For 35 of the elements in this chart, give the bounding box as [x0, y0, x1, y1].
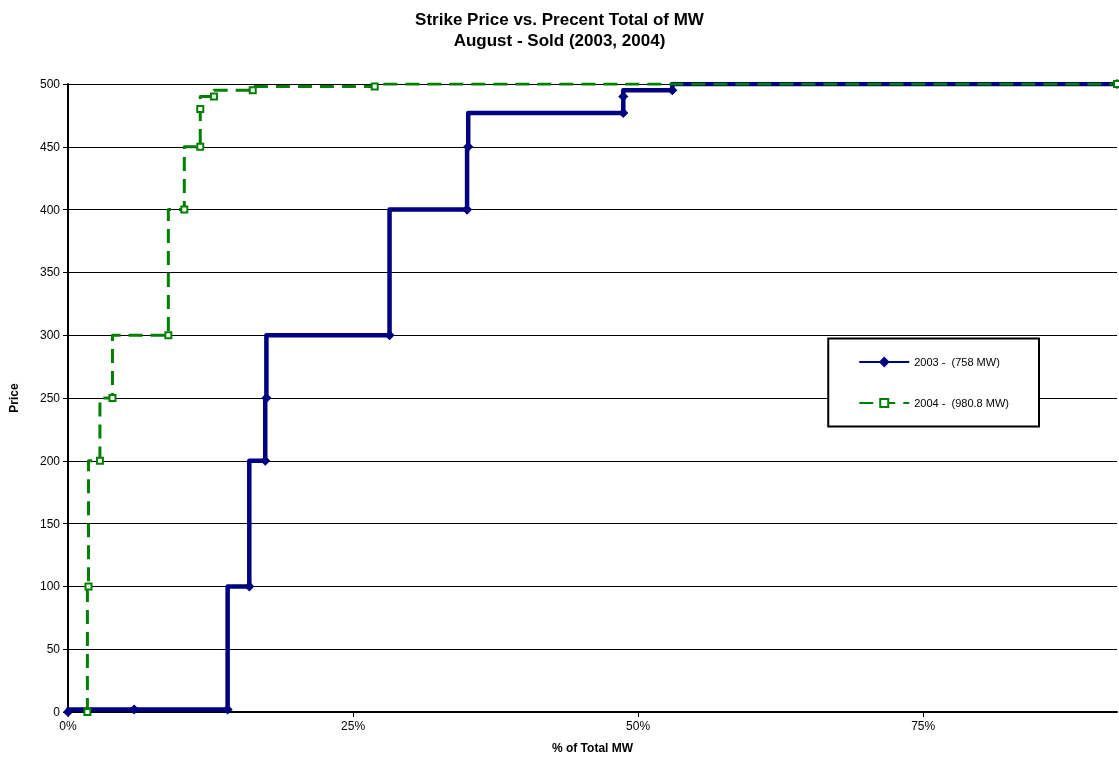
y-tick-label: 250 — [39, 391, 61, 405]
point — [463, 142, 473, 152]
y-tick-label: 50 — [46, 642, 61, 657]
point — [108, 394, 117, 402]
point — [196, 105, 205, 114]
point — [164, 331, 173, 340]
x-tick-label: 50% — [626, 719, 651, 733]
legend-label: 2004 - (980.8 MW) — [914, 397, 1010, 409]
y-tick-label: 150 — [39, 516, 61, 531]
point — [209, 92, 218, 101]
point — [95, 456, 104, 465]
y-tick-label: 350 — [39, 265, 61, 280]
x-axis-title: % of Total MW — [551, 741, 634, 755]
y-tick-label: 100 — [39, 579, 61, 594]
y-tick-label: 400 — [39, 202, 61, 217]
x-tick-label: 75% — [911, 719, 936, 733]
legend-label: 2003 - (758 MW) — [914, 356, 1000, 368]
y-tick-label: 300 — [39, 328, 61, 343]
y-axis-title: Price — [7, 383, 21, 413]
y-tick-label: 200 — [39, 453, 61, 468]
point — [196, 142, 205, 151]
point — [261, 393, 272, 403]
x-tick-label: 25% — [341, 719, 366, 733]
point — [180, 205, 189, 214]
y-tick-label: 0 — [53, 705, 61, 719]
point — [84, 582, 93, 591]
x-tick-label: 0% — [59, 719, 77, 733]
y-tick-label: 500 — [39, 77, 61, 91]
y-tick-label: 450 — [39, 139, 61, 154]
point — [83, 708, 92, 716]
point — [248, 86, 257, 95]
point — [370, 82, 379, 91]
chart-subtitle: August - Sold (2003, 2004) — [453, 31, 666, 50]
point — [63, 707, 73, 717]
chart-title: Strike Price vs. Precent Total of MW — [415, 10, 705, 29]
